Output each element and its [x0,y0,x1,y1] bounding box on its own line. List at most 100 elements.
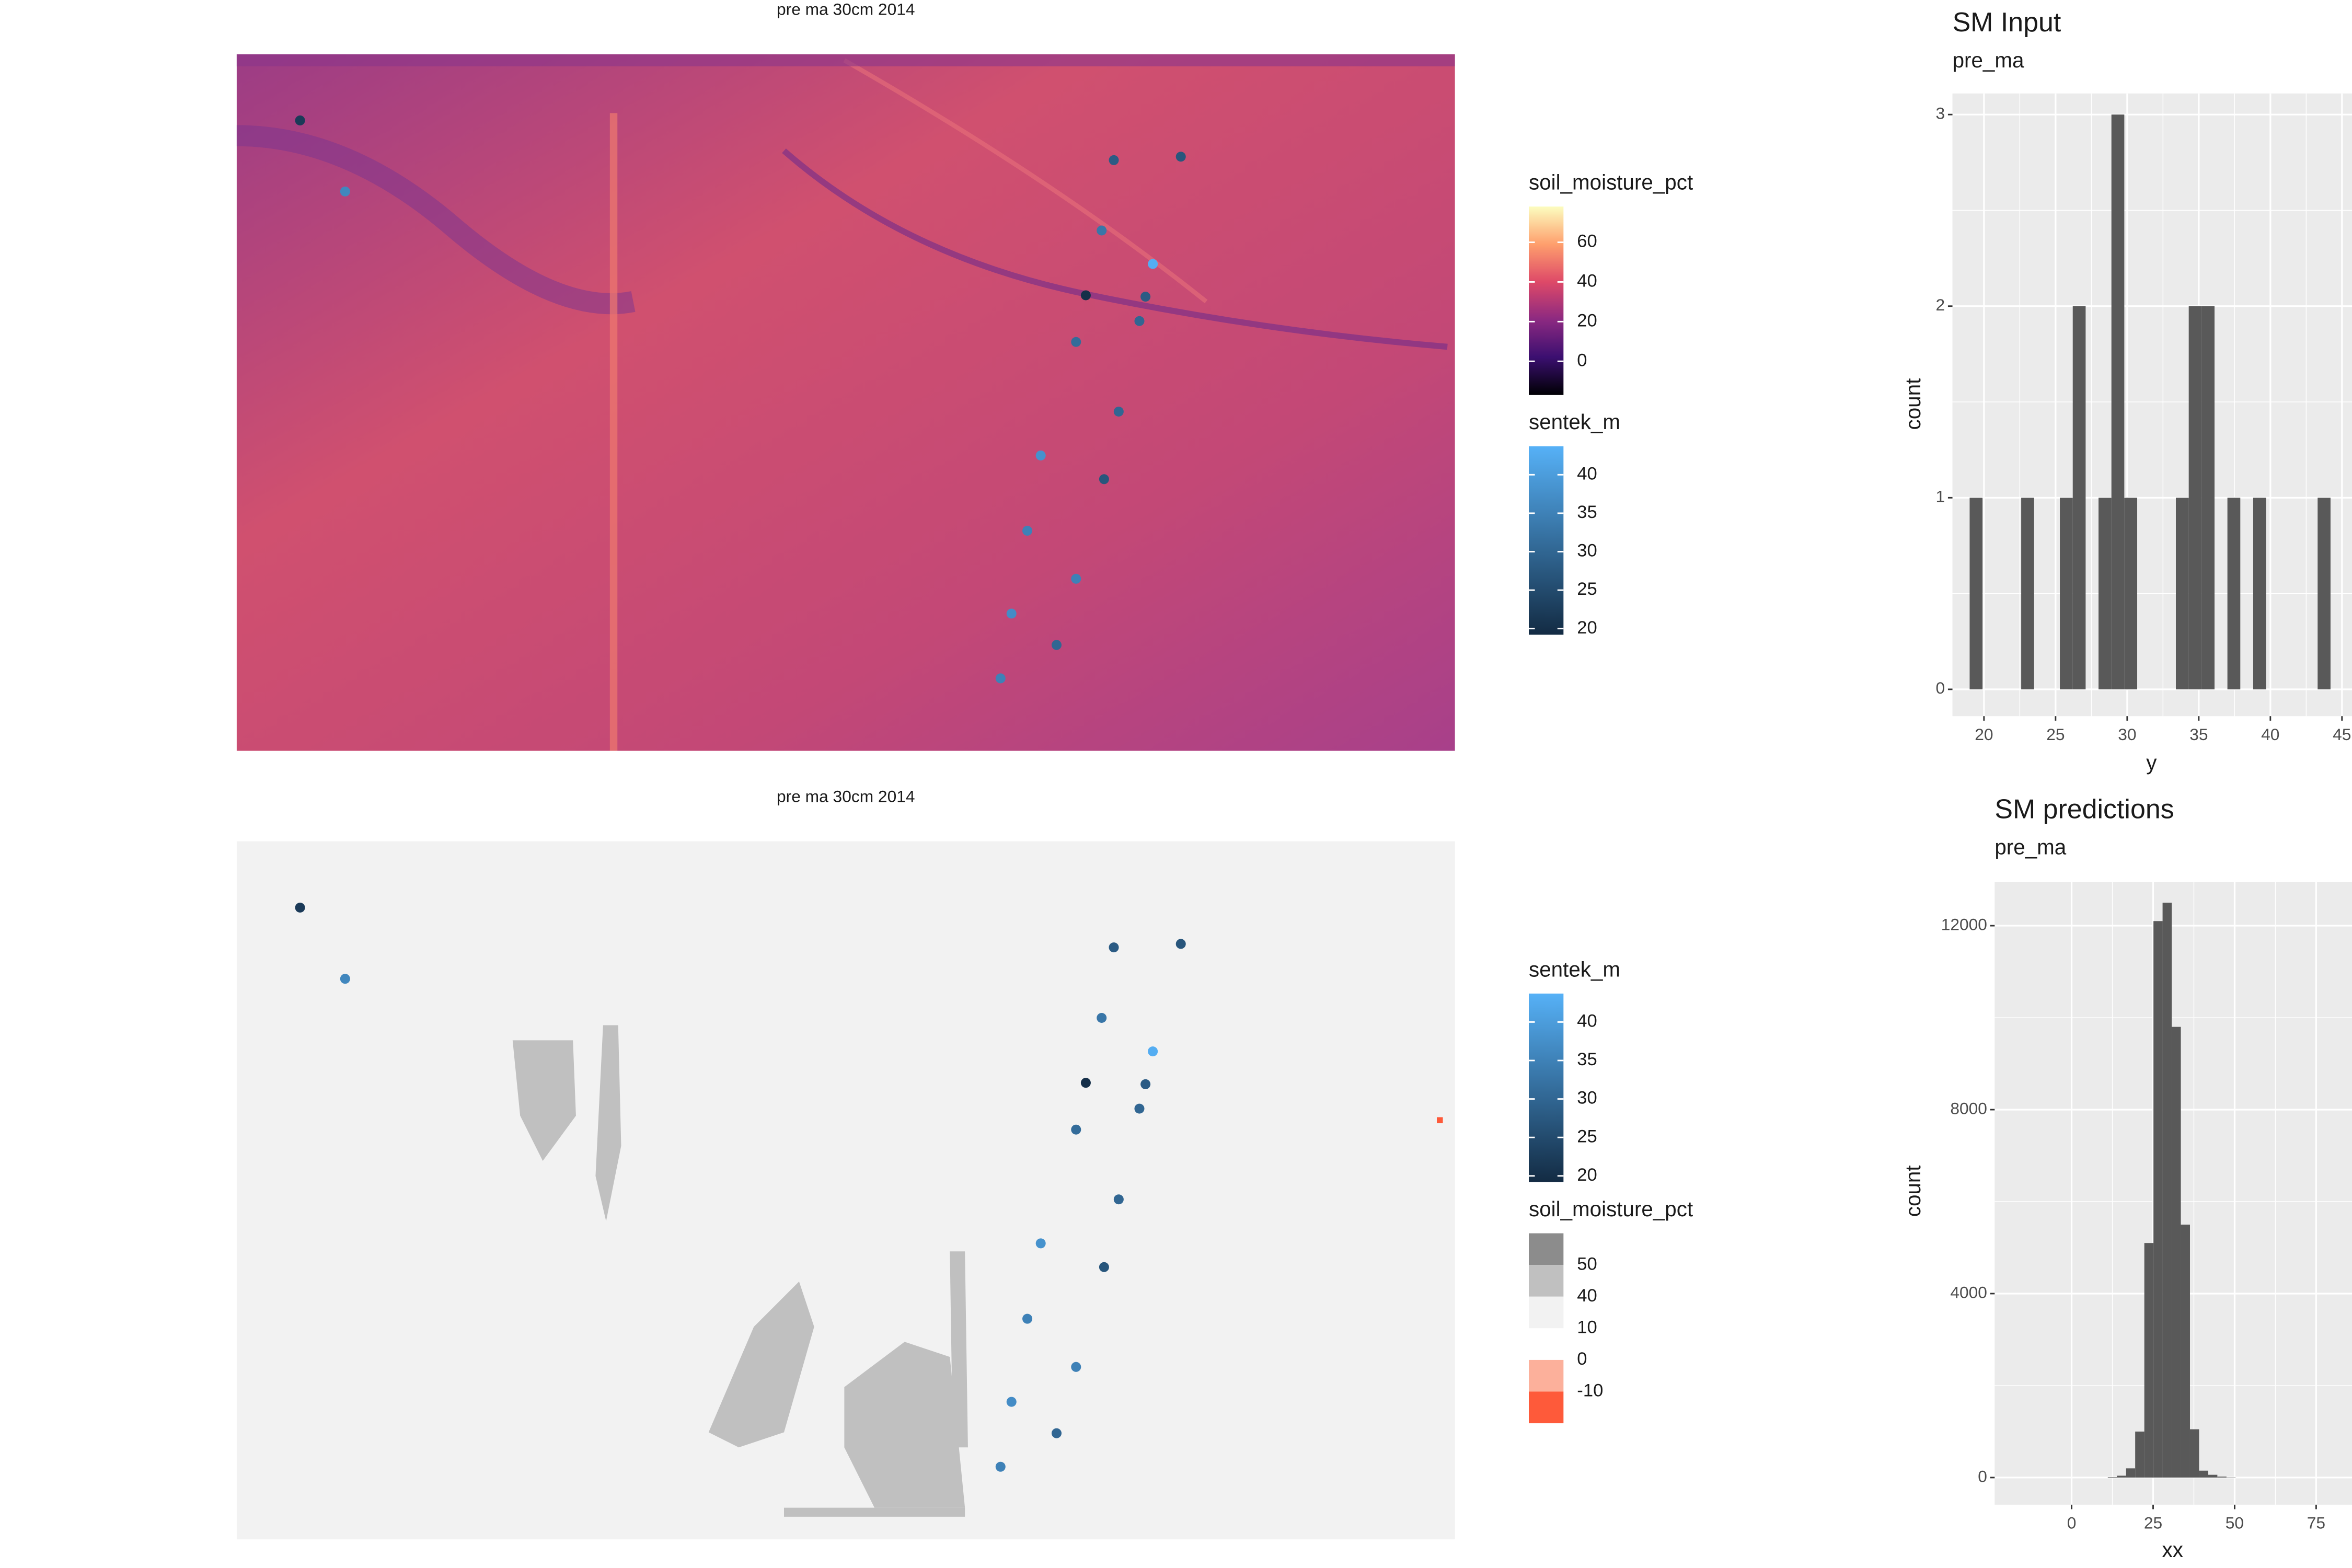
x-tick-label: 25 [2144,1514,2162,1532]
sensor-point [1071,337,1081,347]
sensor-point [1035,450,1046,460]
y-tick-label: 8000 [1950,1099,1987,1117]
legend-label: 0 [1577,350,1587,370]
y-tick-label: 4000 [1950,1283,1987,1301]
sensor-point [1097,225,1107,236]
bar [2208,1474,2218,1478]
legend-label: 20 [1577,310,1597,330]
x-tick-label: 35 [2189,725,2208,744]
sensor-point [1080,1078,1091,1088]
bar [2175,498,2189,689]
bar [2172,1027,2181,1478]
bar [2107,1477,2117,1478]
legend-label: 20 [1577,1165,1597,1185]
bar [2135,1431,2145,1478]
sensor-point [1134,316,1145,326]
sensor-point [1006,1397,1017,1407]
sensor-point [1080,290,1091,301]
sensor-point [1071,1124,1081,1135]
bar [2217,1477,2227,1478]
bar [2021,498,2034,689]
bar [2144,1243,2154,1478]
legend-label: 60 [1577,232,1597,251]
bar [2124,498,2138,689]
sensor-point [1035,1238,1046,1249]
legend-label: 40 [1577,1286,1597,1306]
bar [2227,498,2241,689]
legend-label: 30 [1577,541,1597,561]
chart-subtitle: pre_ma [1994,835,2066,859]
chart-title: SM predictions [1994,794,2174,825]
legend-label: -10 [1577,1381,1603,1401]
sensor-point [1006,608,1017,619]
bar [2318,498,2331,689]
legend-label: 35 [1577,1050,1597,1069]
legend-title: sentek_m [1529,957,1620,981]
legend-label: 0 [1577,1349,1587,1369]
sensor-point [995,673,1006,684]
colorbar [1529,993,1564,1182]
bar [2253,498,2266,689]
legend-label: 25 [1577,1126,1597,1146]
chart-title: SM Input [1953,7,2061,38]
y-tick-label: 3 [1936,104,1945,123]
x-tick-label: 45 [2333,725,2351,744]
x-tick-label: 20 [1975,725,1993,744]
legend-label: 35 [1577,502,1597,522]
legend-key [1529,1328,1564,1360]
legend-title: sentek_m [1529,410,1620,434]
sensor-point [1071,573,1081,584]
sensor-point [1099,474,1109,485]
y-tick-label: 1 [1936,487,1945,506]
chart-subtitle: pre_ma [1953,48,2024,72]
sensor-point [1022,525,1033,536]
sensor-point [1134,1103,1145,1114]
y-tick-label: 2 [1936,295,1945,314]
x-tick-label: 50 [2226,1514,2244,1532]
legend-label: 20 [1577,618,1597,638]
bar [2201,306,2215,689]
sensor-point [1051,1428,1062,1438]
bar [2111,114,2125,689]
x-axis-label: xx [2162,1538,2183,1562]
raster-background [236,54,1455,751]
bar [2153,921,2163,1478]
sensor-point [1099,1262,1109,1272]
sensor-point [1071,1362,1081,1372]
sensor-point [1175,939,1186,949]
legend-title: soil_moisture_pct [1529,170,1693,194]
y-tick-label: 12000 [1941,915,1987,933]
legend-key [1529,1359,1564,1392]
sensor-point [295,902,305,913]
x-tick-label: 40 [2261,725,2279,744]
x-tick-label: 25 [2046,725,2065,744]
legend-label: 30 [1577,1088,1597,1108]
bar [2117,1475,2126,1478]
bar [2126,1468,2136,1478]
colorbar [1529,446,1564,635]
legend-label: 40 [1577,1011,1597,1031]
plot-panel [1952,93,2352,717]
bar [2060,498,2073,689]
sensor-point [1140,292,1151,302]
bar [2199,1470,2208,1478]
bar [2189,1429,2199,1478]
bar [1969,498,1983,689]
sensor-point [995,1461,1006,1472]
legend-key [1529,1296,1564,1329]
chart-title: pre ma 30cm 2014 [777,0,915,19]
legend-label: 25 [1577,579,1597,599]
legend-key [1529,1391,1564,1424]
bar [2181,1225,2190,1478]
sensor-point [1113,406,1124,417]
legend-label: 10 [1577,1317,1597,1337]
x-tick-label: 0 [2067,1514,2077,1532]
sensor-point [1022,1313,1033,1324]
bar [2188,306,2202,689]
y-tick-label: 0 [1978,1467,1987,1485]
sensor-point [1051,640,1062,650]
sensor-point [1175,152,1186,162]
y-axis-label: count [1901,1165,1925,1217]
